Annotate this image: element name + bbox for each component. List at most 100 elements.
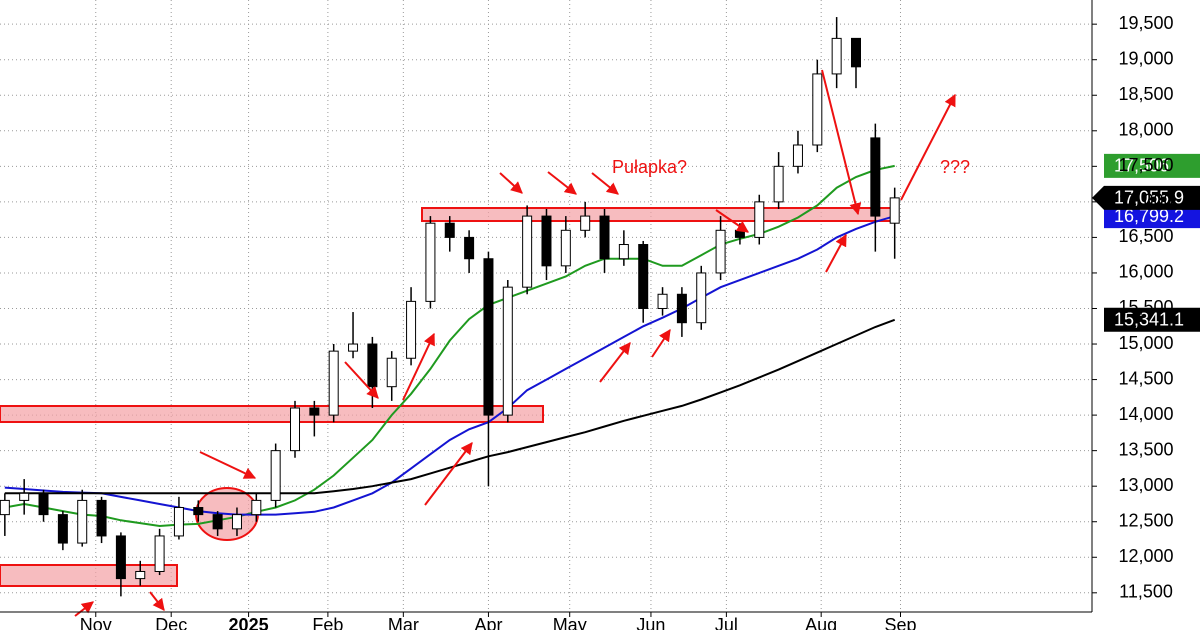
y-tick-label: 17,000 <box>1118 191 1173 211</box>
y-tick-label: 16,500 <box>1118 226 1173 246</box>
candle-body <box>502 286 513 416</box>
resistance-zone <box>421 207 897 222</box>
y-tick-label: 13,000 <box>1118 475 1173 495</box>
y-tick-label: 16,000 <box>1118 262 1173 282</box>
price-tag-label: 15,341.1 <box>1114 310 1184 330</box>
arrow <box>344 361 379 399</box>
candle-body <box>115 535 126 580</box>
arrow <box>599 342 631 383</box>
y-tick-label: 12,000 <box>1118 546 1173 566</box>
x-tick-label: Jul <box>715 615 738 630</box>
candle-body <box>464 236 475 260</box>
candle-body <box>734 229 745 238</box>
price-tags: 15,341.1 16,799.2 17,506 17,055.9 <box>1092 153 1200 332</box>
y-tick-label: 14,000 <box>1118 404 1173 424</box>
x-tick-label: Aug <box>805 615 837 630</box>
x-tick-label: Sep <box>884 615 916 630</box>
candle-body <box>831 37 842 75</box>
candle-body <box>309 407 320 416</box>
candle-body <box>386 357 397 388</box>
x-tick-label: Apr <box>474 615 502 630</box>
candle-body <box>850 37 861 68</box>
x-tick-label: Nov <box>80 615 112 630</box>
candle-body <box>212 514 223 530</box>
x-tick-label: Jun <box>636 615 665 630</box>
candle-body <box>812 73 823 146</box>
candle-body <box>696 272 707 324</box>
arrow <box>149 591 165 611</box>
candle-body <box>193 507 204 516</box>
candle-body <box>522 215 533 288</box>
candle-body <box>618 244 629 260</box>
arrows <box>74 69 956 617</box>
support-zone <box>0 564 178 587</box>
candle-body <box>889 197 900 224</box>
moving-average-line <box>4 215 895 516</box>
candle-body <box>483 258 494 416</box>
candle-body <box>251 499 262 516</box>
candle-body <box>290 407 301 452</box>
candle-body <box>173 507 184 537</box>
arrow <box>825 233 847 273</box>
candle-body <box>231 514 242 530</box>
arrow <box>651 329 671 358</box>
arrow <box>591 172 619 195</box>
candle-body <box>96 499 107 537</box>
candle-body <box>792 144 803 167</box>
price-tag-label: 17,506 <box>1114 156 1169 176</box>
x-tick-label: Feb <box>312 615 343 630</box>
moving-average-line <box>4 318 896 495</box>
arrow <box>74 601 94 617</box>
candle-body <box>541 215 552 267</box>
x-tick-label: 2025 <box>229 615 269 630</box>
candle-body <box>638 244 649 309</box>
y-tick-label: 19,500 <box>1118 13 1173 33</box>
y-tick-label: 15,000 <box>1118 333 1173 353</box>
candle-body <box>0 499 10 516</box>
y-tick-label: 15,500 <box>1118 297 1173 317</box>
y-tick-label: 11,500 <box>1119 582 1173 602</box>
candle-body <box>580 215 591 231</box>
candle-body <box>270 450 281 501</box>
candle-body <box>38 492 49 516</box>
candle-body <box>754 201 765 238</box>
arrow <box>547 171 577 195</box>
candle-body <box>560 229 571 267</box>
price-tag <box>1104 307 1200 332</box>
y-tick-label: 18,500 <box>1118 84 1173 104</box>
candle-body <box>715 229 726 274</box>
candle-body <box>657 293 668 309</box>
candle-body <box>599 215 610 260</box>
annotation: ??? <box>940 157 970 177</box>
candle-body <box>406 300 417 359</box>
arrow <box>402 332 435 401</box>
candle-body <box>19 492 30 501</box>
plot <box>0 17 900 597</box>
price-tag-label: 16,799.2 <box>1114 206 1184 226</box>
price-tag <box>1092 185 1200 210</box>
candle-body <box>135 570 146 580</box>
candle-body <box>154 535 165 572</box>
candle-body <box>444 222 455 238</box>
zones <box>0 207 897 587</box>
y-tick-label: 14,500 <box>1118 368 1173 388</box>
price-tag <box>1104 204 1200 229</box>
y-tick-label: 19,000 <box>1118 48 1173 68</box>
x-tick-label: May <box>553 615 587 630</box>
arrow <box>900 93 956 201</box>
arrow <box>821 69 862 216</box>
arrow <box>199 451 257 479</box>
candle-body <box>367 343 378 388</box>
x-tick-label: Dec <box>155 615 187 630</box>
y-tick-label: 17,500 <box>1118 155 1173 175</box>
moving-average-line <box>4 164 895 528</box>
y-tick-label: 13,500 <box>1118 439 1173 459</box>
candle-body <box>773 165 784 203</box>
y-tick-label: 12,500 <box>1118 510 1173 530</box>
arrow <box>715 209 749 233</box>
candle-body <box>57 514 68 544</box>
resistance-zone <box>0 405 544 423</box>
candle-body <box>348 343 359 352</box>
arrow <box>424 442 473 506</box>
